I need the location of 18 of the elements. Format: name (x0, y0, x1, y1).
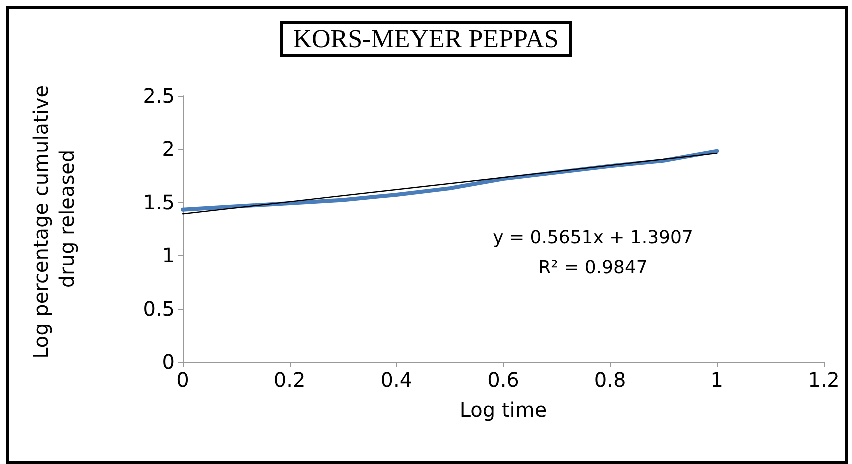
x-axis-title: Log time (460, 398, 548, 422)
x-tick-label: 0.2 (274, 368, 306, 392)
chart-title: KORS-MEYER PEPPAS (293, 24, 559, 54)
y-tick-label: 0 (162, 350, 175, 374)
y-tick-label: 2 (162, 137, 175, 162)
annotation: y = 0.5651x + 1.3907 (493, 228, 694, 248)
y-axis-title: Log percentage cumulative drug released (29, 79, 79, 359)
y-tick-label: 0.5 (143, 296, 175, 321)
y-tick-label: 1.5 (143, 190, 175, 214)
x-tick-label: 0.8 (594, 368, 626, 392)
annotation: R² = 0.9847 (538, 258, 648, 278)
y-tick-label: 2.5 (143, 84, 175, 108)
x-tick-label: 0.6 (488, 368, 520, 392)
y-tick-label: 1 (162, 244, 175, 268)
x-tick-label: 1 (710, 368, 724, 392)
x-tick-label: 0 (176, 368, 190, 392)
x-tick-label: 1.2 (808, 368, 840, 392)
x-tick-label: 0.4 (380, 368, 413, 392)
